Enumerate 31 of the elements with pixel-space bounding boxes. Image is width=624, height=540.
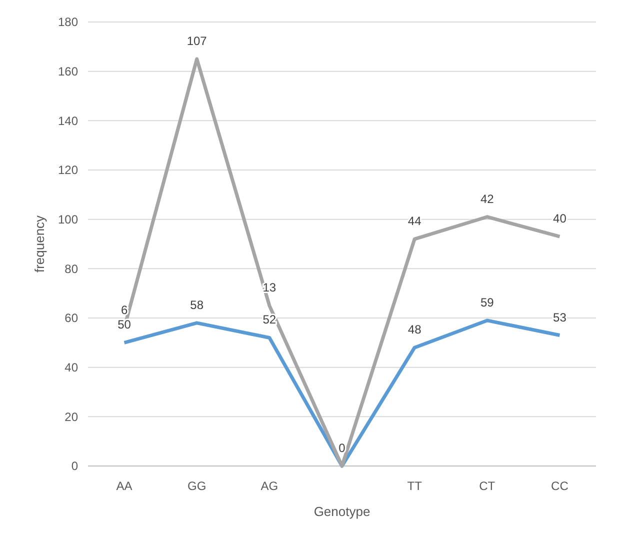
data-label: 59 bbox=[480, 295, 494, 310]
y-tick-label: 60 bbox=[64, 311, 78, 326]
annotation: 42 bbox=[480, 192, 494, 206]
y-tick-label: 40 bbox=[64, 360, 78, 375]
data-label: 50 bbox=[118, 318, 132, 332]
data-label: 48 bbox=[408, 322, 422, 337]
x-axis-title: Genotype bbox=[314, 504, 370, 519]
y-tick-label: 80 bbox=[64, 262, 78, 276]
annotation: 44 bbox=[408, 214, 422, 228]
y-tick-label: 120 bbox=[58, 163, 78, 178]
y-tick-label: 140 bbox=[58, 114, 78, 128]
y-tick-label: 100 bbox=[58, 212, 78, 227]
data-label: 0 bbox=[338, 441, 346, 455]
y-tick-label: 20 bbox=[64, 410, 78, 424]
y-tick-label: 160 bbox=[58, 64, 78, 79]
x-tick-label: AA bbox=[116, 479, 132, 493]
x-tick-label: CC bbox=[551, 479, 569, 493]
x-tick-label: AG bbox=[260, 479, 278, 493]
data-label: 58 bbox=[190, 298, 204, 312]
data-label: 53 bbox=[553, 310, 567, 324]
x-tick-label: GG bbox=[188, 479, 206, 493]
x-tick-label: CT bbox=[479, 479, 496, 493]
annotation: 6 bbox=[120, 302, 128, 317]
y-axis-title: frequency bbox=[32, 214, 47, 273]
data-label: 52 bbox=[262, 312, 276, 327]
annotation: 40 bbox=[553, 212, 567, 226]
annotation: 13 bbox=[262, 280, 276, 295]
y-tick-label: 0 bbox=[71, 459, 78, 474]
annotation: 107 bbox=[186, 34, 208, 48]
y-tick-label: 180 bbox=[58, 15, 78, 30]
x-tick-label: TT bbox=[407, 479, 423, 493]
